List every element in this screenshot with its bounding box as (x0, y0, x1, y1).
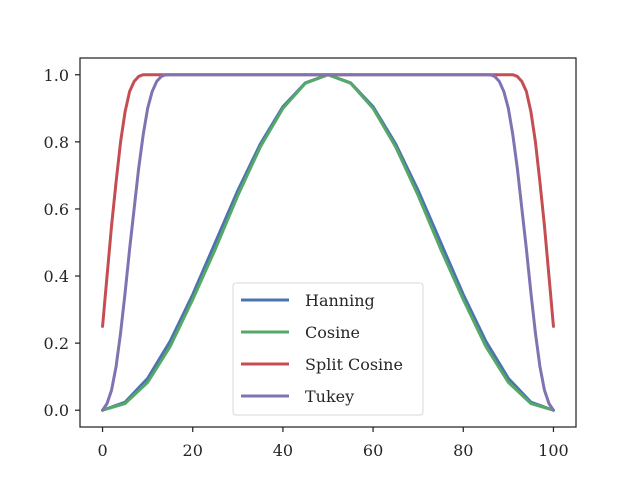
x-tick-label: 80 (453, 441, 473, 460)
legend: Hanning Cosine Split Cosine Tukey (232, 282, 424, 416)
y-tick-label: 0.8 (44, 133, 69, 152)
legend-label-cosine: Cosine (305, 323, 360, 342)
legend-label-split-cosine: Split Cosine (305, 355, 403, 374)
y-tick-label: 0.4 (44, 267, 69, 286)
y-tick-label: 0.0 (44, 401, 69, 420)
series-line-tukey (101, 73, 555, 412)
x-tick-label: 0 (97, 441, 107, 460)
legend-label-hanning: Hanning (305, 291, 375, 310)
y-axis-ticks: 0.0 0.2 0.4 0.6 0.8 1.0 (44, 66, 80, 420)
y-tick-label: 1.0 (44, 66, 69, 85)
x-tick-label: 40 (273, 441, 293, 460)
legend-label-tukey: Tukey (305, 387, 354, 406)
series-layer (101, 73, 555, 412)
legend-box (232, 282, 424, 416)
x-tick-label: 20 (183, 441, 203, 460)
x-tick-label: 60 (363, 441, 383, 460)
plot-area-frame (79, 57, 577, 428)
y-tick-label: 0.2 (44, 334, 69, 353)
x-axis-ticks: 0 20 40 60 80 100 (97, 427, 569, 460)
x-tick-label: 100 (538, 441, 569, 460)
y-tick-label: 0.6 (44, 200, 69, 219)
